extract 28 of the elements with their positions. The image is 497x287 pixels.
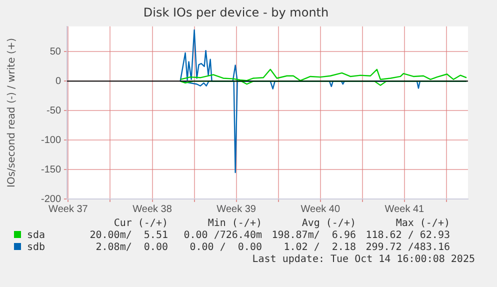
text: 0.00 / 0.00: [188, 242, 262, 254]
text: Min (-/+): [206, 218, 262, 230]
y-tick-label: -200: [40, 194, 62, 205]
text: Last update: Tue Oct 14 16:00:08 2025: [251, 254, 475, 265]
y-tick-label: -100: [40, 134, 62, 146]
x-tick-label: Week 41: [384, 204, 425, 215]
x-tick-label: Week 38: [132, 204, 172, 215]
text: 198.87m/ 6.96: [270, 230, 356, 242]
text: Avg (-/+): [300, 218, 356, 230]
text: 2.08m/ 0.00: [94, 242, 168, 254]
y-tick-label: 50: [50, 46, 62, 58]
chart-title: Disk IOs per device - by month: [143, 5, 329, 20]
text: 1.02 / 2.18: [282, 242, 356, 254]
y-tick-label: 0: [55, 76, 62, 87]
y-tick-label: -150: [40, 164, 62, 176]
x-tick-label: Week 37: [48, 204, 88, 215]
text: Cur (-/+): [112, 218, 168, 230]
x-tick-label: Week 39: [216, 204, 256, 215]
text: Max (-/+): [394, 218, 450, 230]
text: 118.62 / 62.93: [364, 230, 450, 242]
text: 299.72 /483.16: [364, 242, 450, 254]
y-axis-title: IOs/second read (-) / write (+): [6, 38, 18, 188]
x-tick-label: Week 40: [300, 204, 340, 215]
y-tick-label: -50: [46, 105, 62, 116]
text: 20.00m/ 5.51: [88, 230, 168, 242]
legend-label: sdb: [26, 242, 46, 254]
legend-label: sda: [26, 230, 46, 242]
text: 0.00 /726.40m: [182, 230, 262, 242]
